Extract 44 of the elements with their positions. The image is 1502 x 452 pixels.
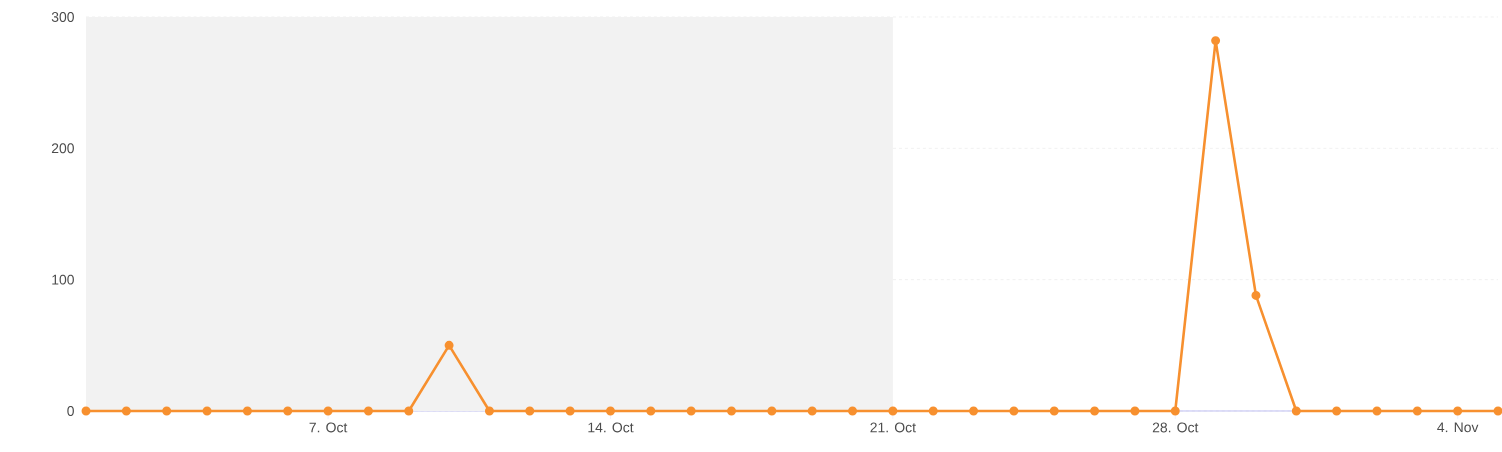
point bbox=[162, 406, 172, 416]
point bbox=[283, 406, 293, 416]
point bbox=[1332, 406, 1342, 416]
point bbox=[323, 406, 333, 416]
point bbox=[1170, 406, 1180, 416]
point bbox=[686, 406, 696, 416]
y-tick-label: 300 bbox=[51, 12, 74, 22]
y-tick-label: 100 bbox=[52, 274, 74, 285]
point bbox=[484, 406, 494, 416]
point bbox=[1211, 36, 1221, 46]
point bbox=[1251, 290, 1261, 300]
y-tick-label: 200 bbox=[51, 143, 74, 154]
point bbox=[121, 406, 131, 416]
point bbox=[888, 406, 898, 416]
point bbox=[928, 406, 938, 416]
point bbox=[969, 406, 979, 416]
point bbox=[1049, 406, 1059, 416]
point bbox=[1412, 406, 1422, 416]
point bbox=[81, 406, 91, 416]
point bbox=[363, 406, 373, 416]
point bbox=[1453, 406, 1463, 416]
point bbox=[202, 406, 212, 416]
point bbox=[646, 406, 656, 416]
point bbox=[1372, 406, 1382, 416]
point bbox=[727, 406, 736, 416]
x-tick-label: 4. Nov bbox=[1437, 422, 1479, 433]
point bbox=[1130, 406, 1140, 416]
point bbox=[242, 406, 252, 416]
x-tick-label: 7. Oct bbox=[309, 422, 348, 433]
point bbox=[565, 406, 575, 416]
point bbox=[767, 406, 777, 416]
y-tick-label: 0 bbox=[67, 406, 74, 416]
x-tick-label: 21. Oct bbox=[870, 422, 916, 433]
point bbox=[848, 406, 858, 416]
point bbox=[444, 340, 454, 350]
point bbox=[1090, 406, 1100, 416]
point bbox=[807, 406, 817, 416]
point bbox=[1009, 406, 1019, 416]
x-tick-label: 28. Oct bbox=[1152, 422, 1199, 433]
point bbox=[1291, 406, 1301, 416]
point bbox=[525, 406, 535, 416]
x-tick-label: 14. Oct bbox=[588, 422, 634, 433]
point bbox=[404, 406, 414, 416]
point bbox=[605, 406, 615, 416]
